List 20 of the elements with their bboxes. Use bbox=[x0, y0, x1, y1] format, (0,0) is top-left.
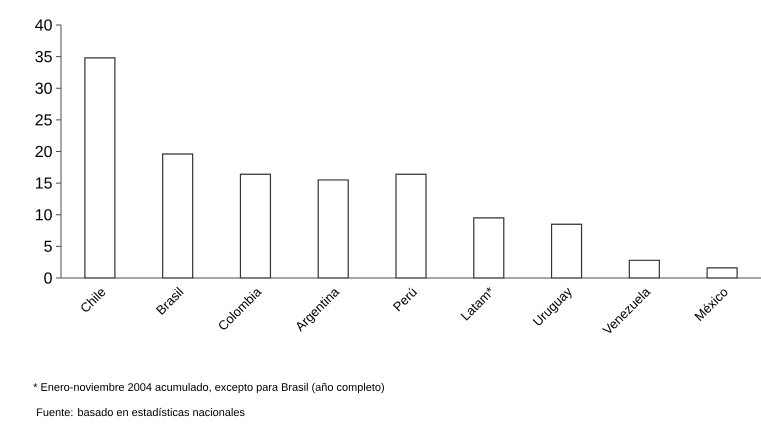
bar bbox=[395, 174, 427, 279]
bar bbox=[706, 267, 738, 279]
y-tick-label: 0 bbox=[44, 272, 52, 284]
y-tick-label: 5 bbox=[44, 240, 52, 252]
y-tick-label: 10 bbox=[36, 209, 52, 220]
bar bbox=[240, 174, 272, 279]
source-note: Fuente: basado en estadísticas nacionales bbox=[37, 408, 245, 416]
y-tick-label: 40 bbox=[35, 19, 52, 31]
bar bbox=[84, 57, 116, 279]
bar bbox=[318, 179, 349, 279]
text: * Enero-noviembre 2004 acumulado, excepto para Brasil (año completo) bbox=[33, 382, 384, 394]
bar bbox=[162, 153, 194, 279]
y-tick-label: 30 bbox=[35, 82, 52, 94]
bar bbox=[473, 217, 504, 279]
y-tick-label: 35 bbox=[35, 50, 52, 62]
y-tick-label: 25 bbox=[36, 114, 52, 126]
bar bbox=[550, 224, 582, 279]
y-tick-label: 15 bbox=[36, 178, 52, 189]
bar bbox=[628, 260, 660, 279]
y-tick-label: 20 bbox=[36, 146, 52, 158]
